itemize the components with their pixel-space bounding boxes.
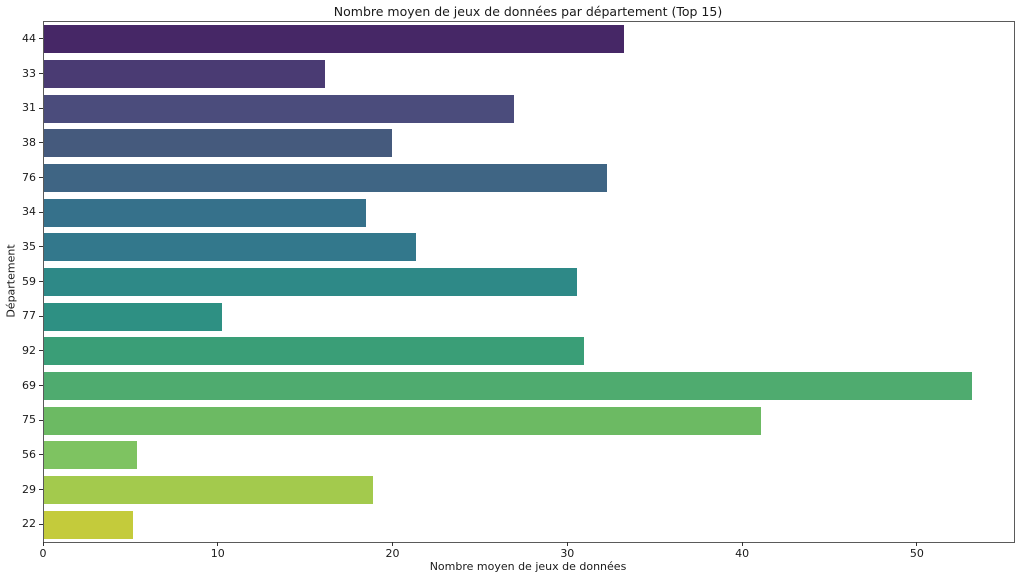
y-tick-label: 75	[22, 413, 36, 427]
y-tick-mark	[39, 385, 43, 386]
chart-title: Nombre moyen de jeux de données par dépa…	[333, 4, 723, 19]
y-tick-label: 34	[22, 205, 36, 219]
x-tick-label: 50	[909, 547, 924, 560]
plot-area	[43, 21, 1015, 543]
y-tick-label: 76	[22, 170, 36, 184]
x-tick-label: 0	[39, 547, 47, 560]
bar-31	[44, 94, 515, 123]
bar-44	[44, 25, 625, 54]
y-tick-label: 31	[22, 101, 36, 115]
y-tick-mark	[39, 177, 43, 178]
y-tick-mark	[39, 350, 43, 352]
y-tick-label: 92	[22, 343, 36, 357]
y-tick-mark	[39, 246, 43, 248]
bar-59	[44, 268, 578, 296]
x-tick-label: 30	[560, 547, 575, 560]
x-tick-label: 10	[210, 547, 225, 560]
y-tick-label: 22	[22, 517, 36, 531]
y-tick-mark	[39, 281, 43, 282]
y-tick-label: 33	[22, 66, 36, 80]
x-tick-mark	[217, 542, 219, 546]
bar-77	[44, 302, 223, 331]
x-tick-mark	[392, 542, 394, 546]
bar-29	[44, 476, 373, 504]
bar-75	[44, 406, 761, 435]
x-tick-mark	[916, 542, 918, 546]
y-tick-label: 77	[22, 309, 36, 323]
y-tick-mark	[39, 454, 43, 456]
bar-22	[44, 510, 134, 539]
y-tick-mark	[39, 211, 43, 213]
y-tick-label: 44	[22, 31, 36, 45]
bar-33	[44, 60, 326, 88]
x-tick-label: 20	[385, 547, 400, 560]
y-tick-mark	[39, 38, 43, 40]
y-tick-label: 29	[22, 482, 36, 496]
bar-38	[44, 129, 392, 158]
bar-69	[44, 372, 973, 400]
y-tick-label: 59	[22, 274, 36, 288]
y-tick-label: 35	[22, 239, 36, 253]
y-tick-mark	[39, 315, 43, 317]
bar-56	[44, 441, 137, 470]
x-tick-mark	[566, 542, 568, 546]
x-tick-label: 40	[735, 547, 750, 560]
y-tick-label: 56	[22, 447, 36, 461]
bar-35	[44, 233, 417, 262]
x-tick-mark	[42, 542, 44, 546]
x-tick-mark	[741, 542, 743, 546]
y-tick-mark	[39, 73, 43, 74]
y-tick-mark	[39, 523, 43, 525]
x-axis-label: Nombre moyen de jeux de données	[429, 560, 627, 573]
y-tick-mark	[39, 489, 43, 490]
y-tick-mark	[39, 142, 43, 144]
y-tick-label: 38	[22, 135, 36, 149]
y-tick-label: 69	[22, 378, 36, 392]
bar-34	[44, 198, 366, 227]
y-tick-mark	[39, 107, 43, 109]
bar-76	[44, 164, 607, 192]
bar-92	[44, 337, 585, 366]
y-tick-mark	[39, 419, 43, 421]
